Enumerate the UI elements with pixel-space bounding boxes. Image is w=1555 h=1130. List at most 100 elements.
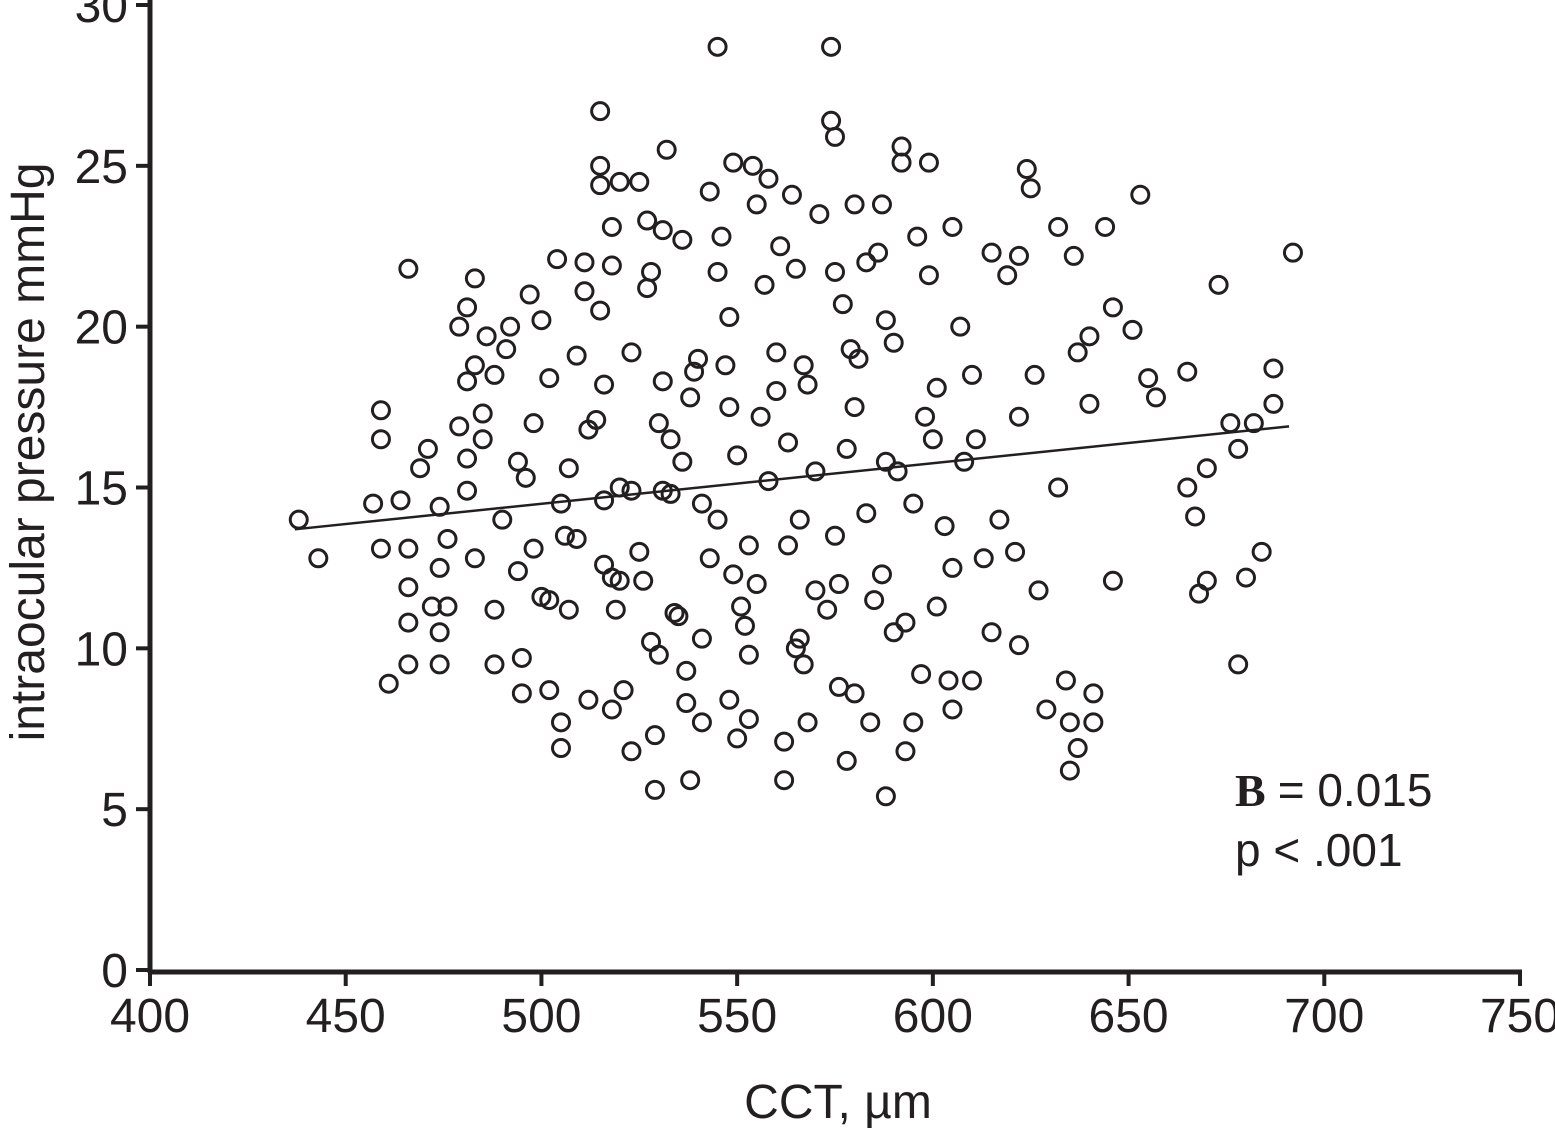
point (511, 683, 532, 704)
point (781, 184, 802, 205)
point (942, 557, 963, 578)
point (844, 397, 865, 418)
point (950, 316, 971, 337)
point (907, 226, 928, 247)
point (1263, 358, 1284, 379)
point (727, 445, 748, 466)
y-tick-label: 15 (75, 463, 128, 516)
point (1220, 413, 1241, 434)
point (746, 194, 767, 215)
point (825, 126, 845, 147)
point (805, 461, 826, 482)
point (1251, 541, 1272, 562)
point (856, 252, 877, 273)
point (1008, 245, 1029, 266)
point (875, 310, 896, 331)
point (652, 371, 673, 392)
point (370, 429, 391, 450)
point (891, 136, 912, 157)
point (856, 503, 877, 524)
point (789, 509, 810, 530)
point (601, 699, 622, 720)
x-tick-label: 700 (1284, 990, 1364, 1043)
point (551, 738, 571, 759)
point (707, 36, 728, 57)
point (1185, 506, 1206, 527)
point (457, 480, 478, 501)
point (785, 638, 806, 659)
point (887, 461, 908, 482)
point (594, 374, 615, 395)
trend-line (294, 425, 1290, 531)
point (965, 429, 986, 450)
coefficient-annotation: B = 0.015 (1235, 764, 1432, 816)
point (449, 416, 470, 437)
point (554, 525, 575, 546)
point (766, 342, 787, 363)
point (942, 216, 963, 237)
point (981, 242, 1002, 263)
point (868, 242, 889, 263)
point (1130, 184, 1151, 205)
point (891, 152, 912, 173)
x-tick-label: 750 (1480, 990, 1555, 1043)
point (429, 557, 450, 578)
point (680, 387, 701, 408)
point (609, 477, 630, 498)
point (805, 580, 826, 601)
point (644, 779, 665, 800)
point (590, 101, 611, 122)
point (828, 574, 849, 594)
point (484, 364, 505, 385)
point (836, 438, 857, 459)
point (637, 278, 658, 299)
point (797, 374, 818, 395)
point (688, 348, 708, 369)
point (288, 509, 309, 530)
point (691, 628, 712, 649)
point (903, 493, 924, 514)
point (871, 194, 892, 215)
point (836, 750, 857, 771)
x-tick-label: 450 (306, 990, 386, 1043)
point (672, 451, 693, 472)
point (1016, 159, 1037, 180)
point (981, 622, 1002, 643)
point (464, 268, 485, 289)
point (1079, 393, 1100, 414)
point (676, 660, 697, 681)
point (390, 490, 411, 511)
point (774, 770, 795, 791)
point (558, 458, 579, 479)
point (594, 490, 615, 511)
point (797, 712, 818, 733)
point (1095, 216, 1116, 237)
point (699, 181, 720, 202)
point (825, 261, 845, 282)
point (472, 429, 493, 450)
point (766, 381, 787, 401)
point (437, 528, 458, 549)
point (734, 615, 755, 636)
y-tick-label: 30 (75, 0, 128, 33)
point (738, 709, 759, 730)
point (727, 728, 748, 749)
y-axis-title: intraocular pressure mmHg (2, 163, 55, 742)
point (621, 741, 642, 762)
point (429, 622, 450, 643)
point (1059, 712, 1080, 733)
point (809, 204, 830, 225)
point (551, 712, 571, 733)
point (539, 680, 560, 701)
x-tick-label: 550 (697, 990, 777, 1043)
point (1008, 406, 1029, 427)
point (723, 564, 744, 585)
point (507, 451, 528, 472)
point (871, 564, 892, 585)
point (793, 654, 814, 675)
point (942, 699, 963, 720)
point (770, 236, 791, 257)
point (699, 548, 720, 569)
point (1228, 438, 1249, 459)
